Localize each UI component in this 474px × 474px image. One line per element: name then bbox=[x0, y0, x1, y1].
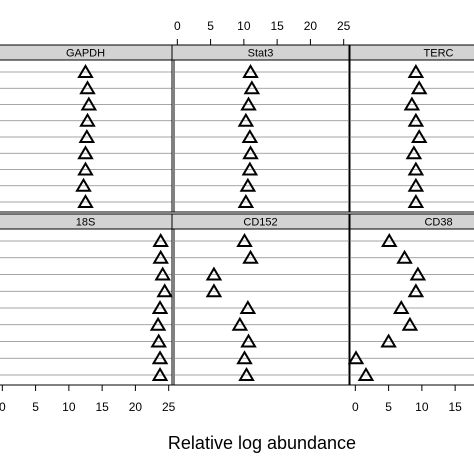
triangle-marker bbox=[236, 233, 253, 247]
strip-label: CD152 bbox=[243, 216, 277, 228]
strip-label: TERC bbox=[424, 47, 454, 59]
triangle-marker bbox=[239, 300, 257, 314]
strip bbox=[349, 213, 474, 230]
x-tick-label: 0 bbox=[0, 400, 6, 414]
triangle-marker bbox=[380, 333, 397, 348]
x-tick-label: 25 bbox=[162, 400, 176, 414]
triangle-marker bbox=[381, 233, 398, 247]
panel bbox=[171, 59, 350, 213]
triangle-marker bbox=[401, 316, 419, 331]
triangle-marker bbox=[79, 80, 96, 95]
triangle-marker bbox=[77, 194, 94, 208]
triangle-marker bbox=[347, 350, 365, 365]
triangle-marker bbox=[407, 64, 425, 78]
triangle-marker bbox=[77, 64, 94, 78]
triangle-marker bbox=[407, 283, 425, 298]
triangle-marker bbox=[80, 96, 98, 111]
strip-label: GAPDH bbox=[66, 47, 105, 59]
x-tick-label: 0 bbox=[352, 400, 359, 414]
strip-label: Stat3 bbox=[248, 47, 274, 59]
triangle-marker bbox=[403, 96, 421, 111]
strip-label: CD38 bbox=[424, 216, 452, 228]
panel bbox=[349, 228, 474, 386]
triangle-marker bbox=[240, 96, 257, 111]
x-tick-label: 5 bbox=[32, 400, 39, 414]
triangle-marker bbox=[75, 177, 92, 192]
triangle-marker bbox=[409, 266, 427, 281]
triangle-marker bbox=[241, 129, 259, 143]
triangle-marker bbox=[410, 80, 428, 95]
triangle-marker bbox=[231, 316, 249, 331]
triangle-marker bbox=[152, 249, 169, 264]
strip-label: 18S bbox=[76, 216, 96, 228]
triangle-marker bbox=[151, 300, 169, 314]
triangle-marker bbox=[151, 350, 169, 365]
triangle-marker bbox=[405, 145, 423, 160]
triangle-marker bbox=[407, 177, 425, 192]
triangle-marker bbox=[236, 350, 253, 365]
triangle-marker bbox=[154, 266, 171, 281]
triangle-marker bbox=[149, 316, 167, 331]
triangle-marker bbox=[242, 64, 259, 78]
triangle-marker bbox=[205, 283, 223, 298]
triangle-marker bbox=[152, 233, 169, 247]
x-tick-label: 0 bbox=[174, 19, 181, 33]
triangle-marker bbox=[241, 161, 259, 176]
x-axis-title: Relative log abundance bbox=[168, 433, 356, 453]
triangle-marker bbox=[77, 161, 94, 176]
triangle-marker bbox=[238, 367, 255, 381]
x-tick-label: 5 bbox=[207, 19, 214, 33]
triangle-marker bbox=[407, 112, 425, 127]
x-tick-label: 10 bbox=[415, 400, 429, 414]
triangle-marker bbox=[151, 367, 169, 381]
triangle-marker bbox=[407, 194, 425, 208]
triangle-marker bbox=[410, 129, 428, 143]
triangle-marker bbox=[78, 129, 96, 143]
triangle-marker bbox=[237, 194, 255, 208]
triangle-marker bbox=[242, 145, 259, 160]
x-tick-label: 20 bbox=[304, 19, 318, 33]
x-tick-label: 10 bbox=[62, 400, 76, 414]
panel bbox=[0, 59, 175, 213]
triangle-marker bbox=[156, 283, 173, 298]
panel bbox=[171, 228, 350, 386]
x-tick-label: 20 bbox=[129, 400, 143, 414]
triangle-marker bbox=[150, 333, 167, 348]
panel bbox=[349, 59, 474, 213]
strip bbox=[349, 44, 474, 61]
triangle-marker bbox=[237, 112, 255, 127]
triangle-marker bbox=[240, 333, 257, 348]
x-tick-label: 10 bbox=[237, 19, 251, 33]
panel bbox=[0, 228, 175, 386]
triangle-marker bbox=[243, 80, 261, 95]
triangle-marker bbox=[407, 161, 425, 176]
x-tick-label: 15 bbox=[448, 400, 462, 414]
triangle-marker bbox=[357, 367, 375, 381]
triangle-marker bbox=[79, 112, 96, 127]
triangle-marker bbox=[242, 249, 259, 264]
triangle-marker bbox=[396, 249, 413, 264]
x-tick-label: 15 bbox=[270, 19, 284, 33]
triangle-marker bbox=[239, 177, 257, 192]
x-tick-label: 5 bbox=[385, 400, 392, 414]
triangle-marker bbox=[392, 300, 410, 314]
triangle-marker bbox=[205, 266, 223, 281]
x-tick-label: 25 bbox=[337, 19, 351, 33]
triangle-marker bbox=[77, 145, 94, 160]
x-tick-label: 15 bbox=[95, 400, 109, 414]
